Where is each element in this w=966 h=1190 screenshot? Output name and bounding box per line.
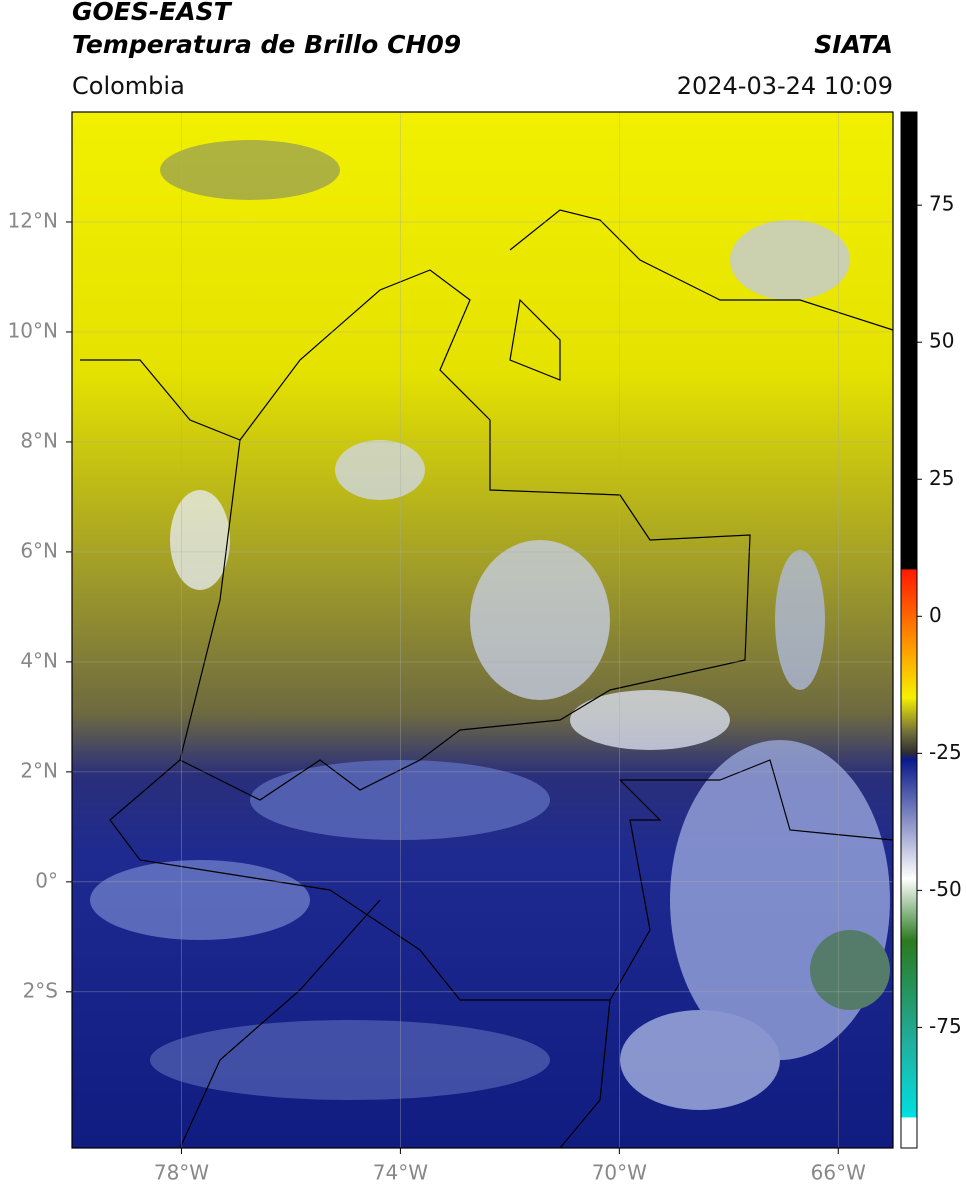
source: SIATA [814, 30, 893, 59]
cloud-texture [90, 140, 890, 1110]
colorbar [900, 111, 918, 1149]
y-tick-label: 4°N [20, 648, 58, 672]
x-tick-label: 78°W [154, 1161, 209, 1185]
y-tick-label: 12°N [8, 208, 58, 232]
region: Colombia [72, 72, 185, 100]
grid [72, 112, 893, 1148]
colorbar-tick-label: 75 [929, 192, 954, 216]
y-tick-label: 10°N [8, 318, 58, 342]
y-tick-label: 2°N [20, 758, 58, 782]
datetime: 2024-03-24 10:09 [677, 72, 893, 100]
y-tick-label: 8°N [20, 428, 58, 452]
product-title: Temperatura de Brillo CH09 [72, 30, 461, 59]
x-tick-label: 66°W [811, 1161, 866, 1185]
y-tick-label: 0° [35, 868, 58, 892]
colorbar-tick-label: -25 [929, 740, 962, 764]
y-tick-label: 2°S [23, 978, 58, 1002]
borders [80, 209, 893, 1148]
x-tick-label: 74°W [373, 1161, 428, 1185]
y-tick-label: 6°N [20, 538, 58, 562]
satellite-image [72, 112, 893, 1148]
map-frame [71, 111, 894, 1149]
x-tick-label: 70°W [592, 1161, 647, 1185]
colorbar-tick-label: 0 [929, 603, 942, 627]
colorbar-tick-label: 25 [929, 466, 954, 490]
colorbar-tick-label: 50 [929, 329, 954, 353]
colorbar-tick-label: -50 [929, 877, 962, 901]
colorbar-tick-label: -75 [929, 1014, 962, 1038]
satellite-title: GOES-EAST [72, 0, 233, 26]
